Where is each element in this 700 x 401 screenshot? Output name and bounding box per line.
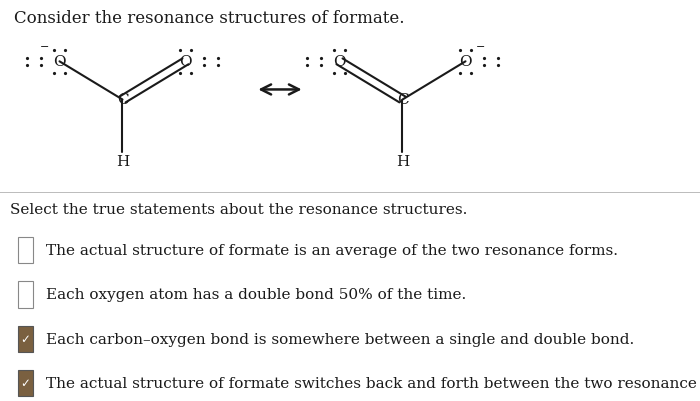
Text: H: H	[396, 154, 409, 168]
Text: O: O	[333, 55, 346, 69]
Text: −: −	[476, 42, 486, 52]
Text: O: O	[459, 55, 472, 69]
Text: The actual structure of formate is an average of the two resonance forms.: The actual structure of formate is an av…	[46, 244, 617, 257]
Bar	[18, 237, 33, 264]
Text: C: C	[397, 93, 408, 107]
Text: Select the true statements about the resonance structures.: Select the true statements about the res…	[10, 203, 468, 217]
Bar	[18, 370, 33, 396]
Text: H: H	[116, 154, 129, 168]
Text: ✓: ✓	[20, 377, 30, 389]
Text: O: O	[179, 55, 192, 69]
Bar	[18, 326, 33, 352]
Text: O: O	[53, 55, 66, 69]
Text: The actual structure of formate switches back and forth between the two resonanc: The actual structure of formate switches…	[46, 376, 700, 390]
Text: Consider the resonance structures of formate.: Consider the resonance structures of for…	[14, 10, 405, 27]
Text: ✓: ✓	[20, 332, 30, 345]
Text: C: C	[117, 93, 128, 107]
Bar	[18, 282, 33, 308]
Text: Each carbon–oxygen bond is somewhere between a single and double bond.: Each carbon–oxygen bond is somewhere bet…	[46, 332, 634, 346]
Text: Each oxygen atom has a double bond 50% of the time.: Each oxygen atom has a double bond 50% o…	[46, 288, 466, 302]
Text: −: −	[39, 42, 49, 52]
